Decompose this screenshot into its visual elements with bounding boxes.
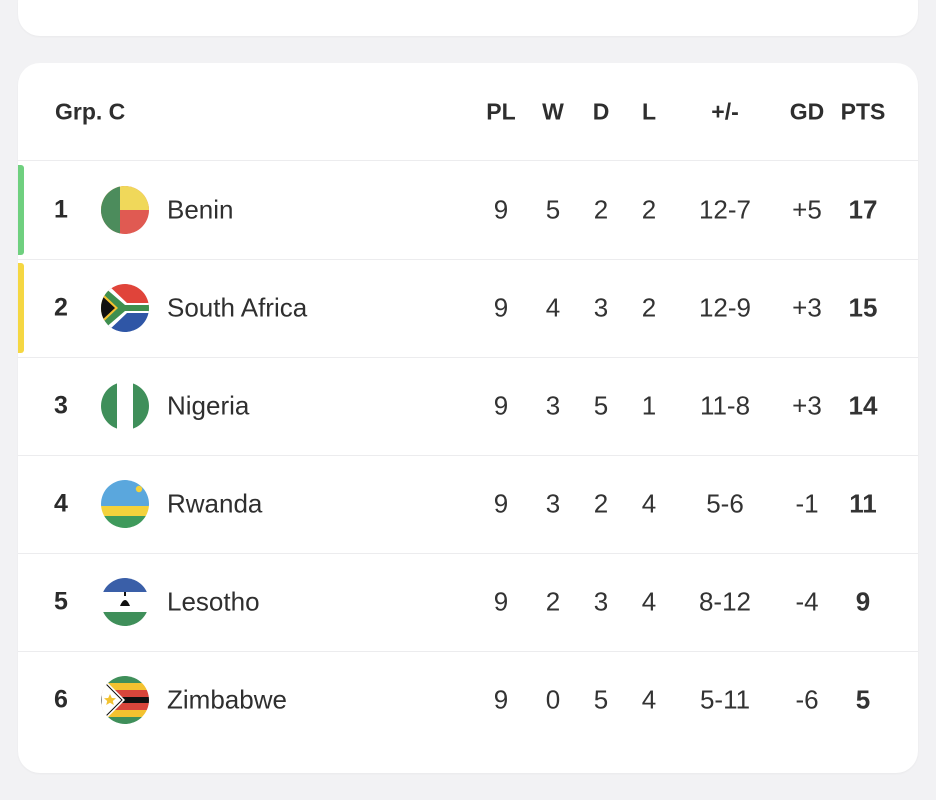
stat-pl: 9 bbox=[493, 586, 509, 617]
col-header-l[interactable]: L bbox=[641, 98, 657, 124]
lesotho-flag-icon bbox=[101, 578, 149, 626]
stat-pts: 11 bbox=[849, 488, 877, 519]
team-rank: 5 bbox=[54, 587, 68, 616]
table-row[interactable]: 4 Rwanda 9 3 2 4 5-6 -1 11 bbox=[18, 455, 918, 554]
qualification-indicator bbox=[18, 165, 24, 255]
stat-gd: -4 bbox=[795, 586, 819, 617]
stat-gd: -6 bbox=[795, 684, 819, 715]
stat-d: 5 bbox=[593, 684, 609, 715]
team-rank: 1 bbox=[54, 195, 68, 224]
col-header-w[interactable]: W bbox=[542, 98, 564, 124]
col-header-pl[interactable]: PL bbox=[486, 98, 516, 124]
stat-l: 1 bbox=[641, 390, 657, 421]
stat-pl: 9 bbox=[493, 292, 509, 323]
stat-l: 4 bbox=[641, 488, 657, 519]
table-row[interactable]: 1 Benin 9 5 2 2 12-7 +5 17 bbox=[18, 161, 918, 260]
team-rank: 6 bbox=[54, 685, 68, 714]
stat-gd: +3 bbox=[792, 390, 822, 421]
stat-goals: 11-8 bbox=[699, 390, 751, 421]
stat-goals: 12-9 bbox=[698, 292, 752, 323]
stat-w: 4 bbox=[545, 292, 561, 323]
stat-gd: +5 bbox=[792, 194, 822, 225]
stat-l: 4 bbox=[641, 684, 657, 715]
stat-w: 2 bbox=[545, 586, 561, 617]
south-africa-flag-icon bbox=[101, 284, 149, 332]
stat-d: 5 bbox=[593, 390, 609, 421]
stat-pts: 5 bbox=[855, 684, 871, 715]
stat-d: 3 bbox=[593, 292, 609, 323]
stat-pl: 9 bbox=[493, 488, 509, 519]
group-title: Grp. C bbox=[55, 98, 126, 124]
stat-d: 3 bbox=[593, 586, 609, 617]
table-header: Grp. C PL W D L +/- GD PTS bbox=[18, 63, 918, 161]
col-header-pts[interactable]: PTS bbox=[840, 98, 886, 124]
stat-l: 4 bbox=[641, 586, 657, 617]
stat-goals: 5-6 bbox=[706, 488, 744, 519]
table-row[interactable]: 2 South Africa 9 4 3 2 12-9 +3 15 bbox=[18, 259, 918, 358]
team-name[interactable]: South Africa bbox=[167, 292, 308, 323]
team-name[interactable]: Benin bbox=[167, 194, 234, 225]
previous-card bbox=[18, 0, 918, 36]
nigeria-flag-icon bbox=[101, 382, 149, 430]
table-row[interactable]: 5 Lesotho 9 2 3 4 8-12 -4 9 bbox=[18, 553, 918, 652]
team-name[interactable]: Lesotho bbox=[167, 586, 260, 617]
stat-w: 3 bbox=[545, 390, 561, 421]
stat-w: 0 bbox=[545, 684, 561, 715]
standings-card: Grp. C PL W D L +/- GD PTS 1 Benin 9 5 2… bbox=[18, 63, 918, 773]
zimbabwe-flag-icon bbox=[101, 676, 149, 724]
stat-l: 2 bbox=[641, 194, 657, 225]
table-row[interactable]: 3 Nigeria 9 3 5 1 11-8 +3 14 bbox=[18, 357, 918, 456]
stat-d: 2 bbox=[593, 488, 609, 519]
stat-pl: 9 bbox=[493, 684, 509, 715]
col-header-d[interactable]: D bbox=[592, 98, 610, 124]
stat-gd: -1 bbox=[795, 488, 819, 519]
col-header-gd[interactable]: GD bbox=[789, 98, 825, 124]
stat-d: 2 bbox=[593, 194, 609, 225]
stat-pts: 15 bbox=[848, 292, 878, 323]
stat-goals: 5-11 bbox=[699, 684, 751, 715]
stat-goals: 8-12 bbox=[698, 586, 752, 617]
stat-pts: 9 bbox=[855, 586, 871, 617]
stat-l: 2 bbox=[641, 292, 657, 323]
stat-pts: 14 bbox=[848, 390, 878, 421]
rwanda-flag-icon bbox=[101, 480, 149, 528]
stat-gd: +3 bbox=[792, 292, 822, 323]
team-name[interactable]: Nigeria bbox=[167, 390, 250, 421]
stat-pts: 17 bbox=[848, 194, 878, 225]
stat-w: 3 bbox=[545, 488, 561, 519]
team-rank: 3 bbox=[54, 391, 68, 420]
stat-goals: 12-7 bbox=[698, 194, 752, 225]
stat-pl: 9 bbox=[493, 194, 509, 225]
team-rank: 2 bbox=[54, 293, 68, 322]
benin-flag-icon bbox=[101, 186, 149, 234]
table-row[interactable]: 6 Zimbabwe 9 0 5 4 5-11 -6 5 bbox=[18, 651, 918, 749]
team-name[interactable]: Rwanda bbox=[167, 488, 263, 519]
col-header-goals[interactable]: +/- bbox=[711, 98, 739, 124]
team-rank: 4 bbox=[54, 489, 68, 518]
stat-pl: 9 bbox=[493, 390, 509, 421]
team-name[interactable]: Zimbabwe bbox=[167, 684, 287, 715]
stat-w: 5 bbox=[545, 194, 561, 225]
qualification-indicator bbox=[18, 263, 24, 353]
